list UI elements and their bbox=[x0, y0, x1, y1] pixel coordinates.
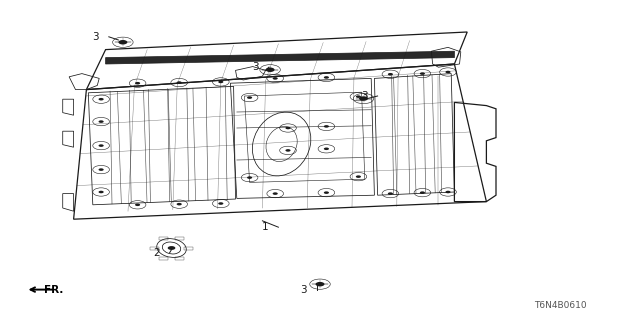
Circle shape bbox=[445, 191, 451, 193]
Text: T6N4B0610: T6N4B0610 bbox=[534, 301, 586, 310]
Circle shape bbox=[324, 191, 329, 194]
Circle shape bbox=[135, 204, 140, 206]
Circle shape bbox=[168, 246, 175, 250]
Text: 3: 3 bbox=[301, 284, 307, 295]
Circle shape bbox=[273, 192, 278, 195]
Circle shape bbox=[247, 96, 252, 99]
Text: 3: 3 bbox=[93, 32, 99, 42]
Circle shape bbox=[99, 168, 104, 171]
Circle shape bbox=[99, 191, 104, 193]
Circle shape bbox=[118, 40, 127, 44]
Text: 1: 1 bbox=[262, 222, 269, 232]
Circle shape bbox=[356, 175, 361, 178]
Circle shape bbox=[218, 81, 223, 83]
Circle shape bbox=[316, 282, 324, 286]
Circle shape bbox=[324, 148, 329, 150]
Circle shape bbox=[285, 149, 291, 152]
Circle shape bbox=[445, 71, 451, 73]
Circle shape bbox=[388, 73, 393, 76]
Text: 2: 2 bbox=[154, 248, 160, 258]
Circle shape bbox=[99, 144, 104, 147]
Text: FR.: FR. bbox=[44, 284, 63, 295]
Text: 3: 3 bbox=[253, 62, 259, 72]
Circle shape bbox=[135, 82, 140, 84]
Circle shape bbox=[420, 191, 425, 194]
Text: 3: 3 bbox=[362, 91, 368, 101]
Circle shape bbox=[99, 120, 104, 123]
Circle shape bbox=[359, 96, 368, 101]
Circle shape bbox=[177, 81, 182, 84]
Polygon shape bbox=[106, 51, 454, 64]
Circle shape bbox=[273, 77, 278, 80]
Circle shape bbox=[177, 203, 182, 205]
Circle shape bbox=[388, 192, 393, 195]
Circle shape bbox=[324, 125, 329, 128]
Circle shape bbox=[247, 176, 252, 179]
Circle shape bbox=[420, 72, 425, 75]
Circle shape bbox=[218, 202, 223, 205]
Circle shape bbox=[285, 127, 291, 129]
Circle shape bbox=[266, 68, 275, 72]
Circle shape bbox=[356, 95, 361, 98]
Circle shape bbox=[99, 98, 104, 100]
Circle shape bbox=[324, 76, 329, 79]
